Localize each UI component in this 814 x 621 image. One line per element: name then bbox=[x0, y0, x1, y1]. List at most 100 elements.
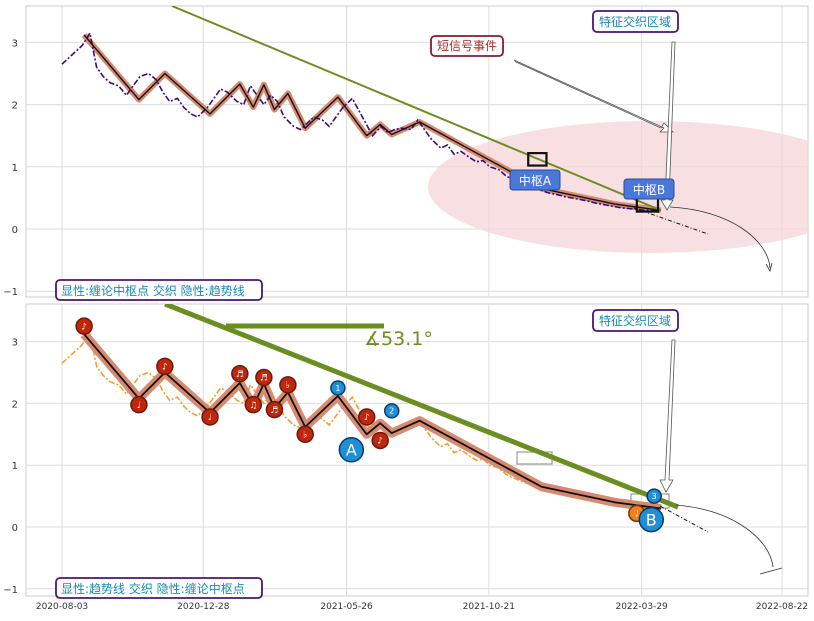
signal-marker: 1 bbox=[330, 380, 346, 396]
top-y-tick-label: 2 bbox=[12, 101, 18, 112]
bottom-y-tick-label: 0 bbox=[12, 523, 18, 534]
x-tick-label: 2022-08-22 bbox=[756, 602, 808, 612]
signal-marker-dot bbox=[357, 408, 376, 426]
zhongshu-box-a bbox=[527, 152, 548, 167]
signal-marker-label: ♫ bbox=[249, 401, 257, 411]
x-tick-label: 2020-08-03 bbox=[36, 602, 88, 612]
signal-marker: A bbox=[338, 437, 365, 463]
top-curve-arrowhead bbox=[765, 262, 773, 273]
signal-marker: ♬ bbox=[255, 368, 273, 387]
legend-top-text: 显性:缠论中枢点 交织 隐性:趋势线 bbox=[61, 283, 245, 298]
feature-region-text-top: 特征交织区域 bbox=[599, 14, 671, 29]
signal-marker: 3 bbox=[646, 488, 662, 504]
signal-event-text: 短信号事件 bbox=[437, 39, 497, 53]
signal-marker-label: ♬ bbox=[236, 370, 244, 380]
bottom-y-tick-label: 3 bbox=[12, 338, 18, 349]
legend-top: 显性:缠论中枢点 交织 隐性:趋势线 bbox=[55, 279, 263, 301]
signal-marker-label: 3 bbox=[652, 492, 657, 501]
signal-marker-dot bbox=[201, 408, 219, 426]
signal-marker-label: A bbox=[346, 441, 357, 460]
signal-marker-label: ♪ bbox=[377, 437, 383, 447]
top-y-tick-label: 3 bbox=[12, 38, 18, 49]
feature-arrow-top bbox=[660, 41, 676, 211]
signal-marker-label: 1 bbox=[335, 384, 340, 393]
bottom-grid bbox=[26, 304, 808, 596]
signal-marker-label: ♩ bbox=[208, 413, 212, 423]
bottom-projection-line bbox=[659, 505, 709, 533]
signal-marker-label: ♭ bbox=[303, 431, 307, 441]
signal-marker: ♩ bbox=[130, 395, 148, 414]
bottom-curve-bar bbox=[759, 567, 783, 575]
zhongshu-b-label: 中枢B bbox=[623, 178, 675, 200]
feature-region-box-bottom: 特征交织区域 bbox=[592, 309, 679, 332]
bottom-curve-arrow bbox=[675, 504, 774, 568]
zhongshu-a-label: 中枢A bbox=[509, 169, 561, 191]
top-y-tick-label: 0 bbox=[12, 225, 18, 236]
legend-bottom-text: 显性:趋势线 交织 隐性:缠论中枢点 bbox=[61, 581, 245, 596]
signal-marker: ♬ bbox=[231, 364, 249, 383]
bottom-y-tick-label: 2 bbox=[12, 399, 18, 410]
signal-marker: ♫ bbox=[244, 395, 263, 414]
zhongshu-a-text: 中枢A bbox=[519, 173, 552, 188]
feature-region-ellipse bbox=[428, 121, 808, 253]
signal-marker-dot bbox=[156, 357, 174, 376]
signal-marker-dot bbox=[338, 437, 365, 463]
signal-marker-label: ♩ bbox=[137, 401, 141, 411]
signal-marker-dot bbox=[255, 368, 273, 387]
signal-marker: B bbox=[638, 506, 665, 533]
x-tick-label: 2021-05-26 bbox=[320, 602, 373, 612]
signal-marker: ♪ bbox=[156, 357, 174, 376]
signal-marker-label: B bbox=[646, 510, 657, 529]
signal-marker-label: 2 bbox=[389, 407, 394, 416]
signal-marker-label: ♪ bbox=[162, 363, 168, 373]
top-projection-line bbox=[633, 207, 709, 235]
top-trendline bbox=[171, 6, 662, 212]
angle-label: ∡53.1° bbox=[364, 328, 433, 350]
signal-marker-dot bbox=[330, 380, 346, 396]
signal-marker-dot bbox=[383, 403, 400, 419]
signal-marker-dot bbox=[75, 317, 93, 335]
signal-marker-dot bbox=[279, 376, 297, 394]
signal-marker: ♪ bbox=[371, 431, 389, 450]
signal-marker-dot bbox=[296, 425, 314, 444]
signal-marker-label: ♭ bbox=[286, 381, 290, 391]
feature-region-text-bottom: 特征交织区域 bbox=[599, 313, 671, 328]
signal-marker-label: ♬ bbox=[270, 406, 278, 416]
bottom-plot-area bbox=[25, 303, 809, 597]
x-tick-label: 2022-03-29 bbox=[615, 602, 668, 612]
signal-marker: ♪ bbox=[357, 408, 376, 426]
signal-marker-dot bbox=[646, 488, 662, 504]
signal-marker-dot bbox=[265, 400, 284, 419]
signal-marker-dot bbox=[130, 395, 148, 414]
bottom-trendline bbox=[164, 304, 679, 510]
signal-marker-label: ♪ bbox=[81, 322, 87, 332]
signal-marker-dot bbox=[231, 364, 249, 383]
signal-marker-label: ♩ bbox=[635, 510, 639, 520]
x-tick-label: 2020-12-28 bbox=[177, 602, 230, 612]
feature-region-box-top: 特征交织区域 bbox=[592, 10, 679, 33]
top-curve-arrow bbox=[669, 206, 771, 269]
signal-markers: ♪ ♩ ♪ ♩ ♬ ♫ ♬ ♬ ♭ ♭ 1 A ♪ ♪ 2 ♩ B 3 bbox=[75, 317, 665, 533]
signal-marker: ♩ bbox=[201, 408, 219, 426]
zhongshu-b-text: 中枢B bbox=[633, 182, 665, 197]
signal-marker-dot bbox=[371, 431, 389, 450]
signal-marker-dot bbox=[638, 506, 665, 533]
top-y-tick-label: 1 bbox=[12, 163, 18, 174]
signal-marker-dot bbox=[244, 395, 263, 414]
x-ticks: 2020-08-03 2020-12-28 2021-05-26 2021-10-21… bbox=[36, 602, 808, 612]
bottom-y-ticks: 3 2 1 0 −1 bbox=[3, 338, 18, 596]
bottom-y-tick-label: −1 bbox=[3, 585, 18, 596]
signal-marker-label: ♪ bbox=[364, 413, 370, 423]
signal-marker: ♭ bbox=[296, 425, 314, 444]
top-y-ticks: 3 2 1 0 −1 bbox=[3, 38, 18, 298]
top-price-line bbox=[61, 30, 659, 213]
bottom-y-tick-label: 1 bbox=[12, 461, 18, 472]
signal-marker: ♪ bbox=[75, 317, 93, 335]
signal-event-box: 短信号事件 bbox=[430, 35, 504, 57]
x-tick-label: 2021-10-21 bbox=[463, 602, 515, 612]
feature-arrow-bottom bbox=[659, 339, 676, 493]
signal-marker-label: ♬ bbox=[260, 374, 268, 384]
legend-bottom: 显性:趋势线 交织 隐性:缠论中枢点 bbox=[55, 577, 263, 599]
signal-marker: 2 bbox=[383, 403, 400, 419]
